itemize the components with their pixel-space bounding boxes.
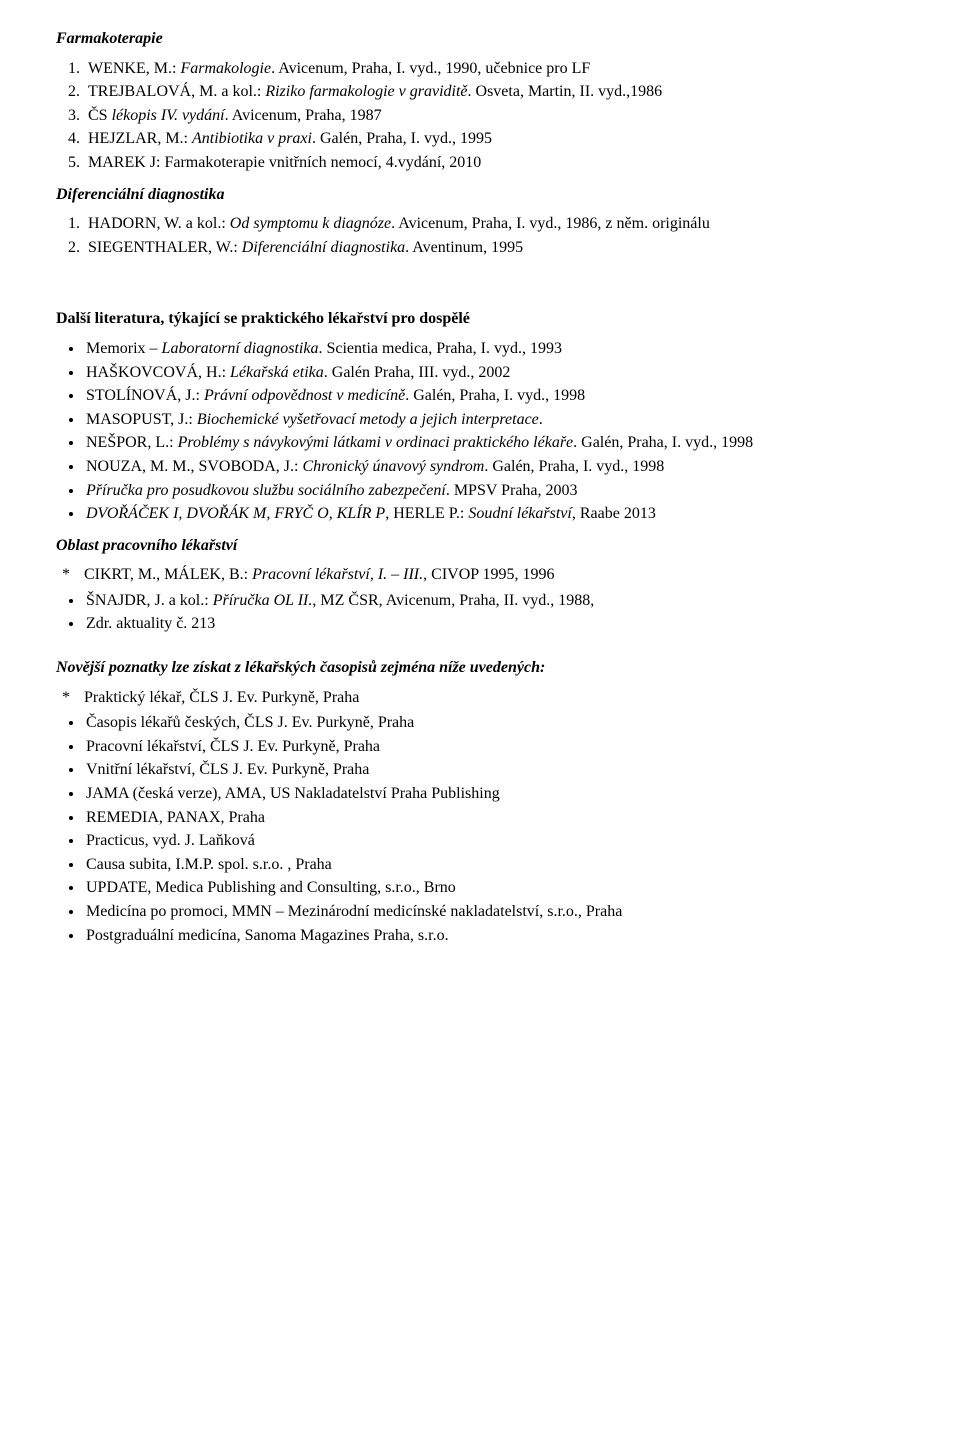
list-item: MAREK J: Farmakoterapie vnitřních nemocí…	[84, 152, 904, 174]
list-item: Medicína po promoci, MMN – Mezinárodní m…	[84, 901, 904, 923]
item-em: Příručka pro posudkovou službu sociálníh…	[86, 482, 446, 499]
list-item: Vnitřní lékařství, ČLS J. Ev. Purkyně, P…	[84, 759, 904, 781]
starred-item: * Praktický lékař, ČLS J. Ev. Purkyně, P…	[62, 687, 904, 709]
document-page: Farmakoterapie WENKE, M.: Farmakologie. …	[0, 0, 960, 994]
item-post2: , Raabe 2013	[572, 505, 656, 522]
starred-item: * CIKRT, M., MÁLEK, B.: Pracovní lékařst…	[62, 564, 904, 586]
oblast-group: * CIKRT, M., MÁLEK, B.: Pracovní lékařst…	[62, 564, 904, 635]
item-em: Biochemické vyšetřovací metody a jejich …	[197, 411, 539, 428]
novejsi-list: Časopis lékařů českých, ČLS J. Ev. Purky…	[62, 712, 904, 946]
item-post: . Avicenum, Praha, 1987	[225, 107, 382, 124]
item-pre: Zdr. aktuality č. 213	[86, 615, 215, 632]
item-em: Právní odpovědnost v medicíně	[204, 387, 405, 404]
item-em2: Soudní lékařství	[468, 505, 572, 522]
item-post: . MPSV Praha, 2003	[446, 482, 578, 499]
item-post: . Avicenum, Praha, I. vyd., 1990, učebni…	[271, 60, 590, 77]
list-item: STOLÍNOVÁ, J.: Právní odpovědnost v medi…	[84, 385, 904, 407]
item-pre: MASOPUST, J.:	[86, 411, 197, 428]
item-pre: CIKRT, M., MÁLEK, B.:	[84, 566, 252, 583]
item-pre: HEJZLAR, M.:	[88, 130, 192, 147]
item-pre: HADORN, W. a kol.:	[88, 215, 230, 232]
item-post: . Galén Praha, III. vyd., 2002	[324, 364, 511, 381]
item-pre: MAREK J: Farmakoterapie vnitřních nemocí…	[88, 154, 481, 171]
item-text: Praktický lékař, ČLS J. Ev. Purkyně, Pra…	[84, 687, 904, 709]
section-title-farmakoterapie: Farmakoterapie	[56, 28, 904, 50]
list-item: Practicus, vyd. J. Laňková	[84, 830, 904, 852]
list-item: Causa subita, I.M.P. spol. s.r.o. , Prah…	[84, 854, 904, 876]
section-title-novejsi: Novější poznatky lze získat z lékařských…	[56, 657, 904, 679]
list-item: DVOŘÁČEK I, DVOŘÁK M, FRYČ O, KLÍR P, HE…	[84, 503, 904, 525]
novejsi-group: * Praktický lékař, ČLS J. Ev. Purkyně, P…	[62, 687, 904, 947]
list-item: HEJZLAR, M.: Antibiotika v praxi. Galén,…	[84, 128, 904, 150]
item-pre: STOLÍNOVÁ, J.:	[86, 387, 204, 404]
list-item: NOUZA, M. M., SVOBODA, J.: Chronický úna…	[84, 456, 904, 478]
item-pre: WENKE, M.:	[88, 60, 180, 77]
item-em: DVOŘÁČEK I, DVOŘÁK M, FRYČ O, KLÍR P	[86, 505, 385, 522]
item-post: . Avicenum, Praha, I. vyd., 1986, z něm.…	[391, 215, 710, 232]
item-post: . Osveta, Martin, II. vyd.,1986	[468, 83, 663, 100]
list-item: HADORN, W. a kol.: Od symptomu k diagnóz…	[84, 213, 904, 235]
list-item: Časopis lékařů českých, ČLS J. Ev. Purky…	[84, 712, 904, 734]
list-item: SIEGENTHALER, W.: Diferenciální diagnost…	[84, 237, 904, 259]
section-title-dalsi: Další literatura, týkající se praktickéh…	[56, 308, 904, 330]
star-marker: *	[62, 564, 84, 586]
item-pre: HAŠKOVCOVÁ, H.:	[86, 364, 230, 381]
item-pre: NEŠPOR, L.:	[86, 434, 178, 451]
list-item: Pracovní lékařství, ČLS J. Ev. Purkyně, …	[84, 736, 904, 758]
item-post: . Galén, Praha, I. vyd., 1998	[573, 434, 753, 451]
spacer	[56, 266, 904, 286]
list-item: UPDATE, Medica Publishing and Consulting…	[84, 877, 904, 899]
list-item: ČS lékopis IV. vydání. Avicenum, Praha, …	[84, 105, 904, 127]
item-post: . Scientia medica, Praha, I. vyd., 1993	[318, 340, 562, 357]
list-item: JAMA (česká verze), AMA, US Nakladatelst…	[84, 783, 904, 805]
difdiag-list: HADORN, W. a kol.: Od symptomu k diagnóz…	[56, 213, 904, 258]
list-item: Zdr. aktuality č. 213	[84, 613, 904, 635]
list-item: Postgraduální medicína, Sanoma Magazines…	[84, 925, 904, 947]
item-mid: , HERLE P.:	[385, 505, 468, 522]
item-em: Riziko farmakologie v graviditě	[265, 83, 467, 100]
item-em: Problémy s návykovými látkami v ordinaci…	[178, 434, 574, 451]
item-post: . Galén, Praha, I. vyd., 1998	[484, 458, 664, 475]
item-pre: NOUZA, M. M., SVOBODA, J.:	[86, 458, 302, 475]
item-em: Od symptomu k diagnóze	[230, 215, 391, 232]
item-text: CIKRT, M., MÁLEK, B.: Pracovní lékařství…	[84, 564, 904, 586]
list-item: MASOPUST, J.: Biochemické vyšetřovací me…	[84, 409, 904, 431]
item-post: . Galén, Praha, I. vyd., 1998	[405, 387, 585, 404]
star-marker: *	[62, 687, 84, 709]
list-item: ŠNAJDR, J. a kol.: Příručka OL II., MZ Č…	[84, 590, 904, 612]
item-em: Diferenciální diagnostika	[242, 239, 405, 256]
list-item: REMEDIA, PANAX, Praha	[84, 807, 904, 829]
item-em: Farmakologie	[180, 60, 271, 77]
list-item: WENKE, M.: Farmakologie. Avicenum, Praha…	[84, 58, 904, 80]
item-em: Pracovní lékařství, I. – III.	[252, 566, 423, 583]
list-item: Příručka pro posudkovou službu sociálníh…	[84, 480, 904, 502]
item-em: Lékařská etika	[230, 364, 324, 381]
item-em: Laboratorní diagnostika	[162, 340, 319, 357]
farmakoterapie-list: WENKE, M.: Farmakologie. Avicenum, Praha…	[56, 58, 904, 174]
item-pre: SIEGENTHALER, W.:	[88, 239, 242, 256]
item-post: . Aventinum, 1995	[405, 239, 523, 256]
item-post: , MZ ČSR, Avicenum, Praha, II. vyd., 198…	[312, 592, 594, 609]
item-post: . Galén, Praha, I. vyd., 1995	[312, 130, 492, 147]
oblast-list: ŠNAJDR, J. a kol.: Příručka OL II., MZ Č…	[62, 590, 904, 635]
item-em: lékopis IV. vydání	[112, 107, 225, 124]
item-pre: ČS	[88, 107, 112, 124]
item-pre: TREJBALOVÁ, M. a kol.:	[88, 83, 265, 100]
list-item: TREJBALOVÁ, M. a kol.: Riziko farmakolog…	[84, 81, 904, 103]
item-post: .	[539, 411, 543, 428]
list-item: NEŠPOR, L.: Problémy s návykovými látkam…	[84, 432, 904, 454]
list-item: HAŠKOVCOVÁ, H.: Lékařská etika. Galén Pr…	[84, 362, 904, 384]
item-em: Chronický únavový syndrom	[302, 458, 484, 475]
section-title-difdiag: Diferenciální diagnostika	[56, 184, 904, 206]
item-post: , CIVOP 1995, 1996	[423, 566, 554, 583]
section-title-oblast: Oblast pracovního lékařství	[56, 535, 904, 557]
item-pre: ŠNAJDR, J. a kol.:	[86, 592, 213, 609]
item-em: Antibiotika v praxi	[192, 130, 312, 147]
item-em: Příručka OL II.	[213, 592, 313, 609]
dalsi-list: Memorix – Laboratorní diagnostika. Scien…	[56, 338, 904, 525]
item-pre: Memorix –	[86, 340, 162, 357]
list-item: Memorix – Laboratorní diagnostika. Scien…	[84, 338, 904, 360]
